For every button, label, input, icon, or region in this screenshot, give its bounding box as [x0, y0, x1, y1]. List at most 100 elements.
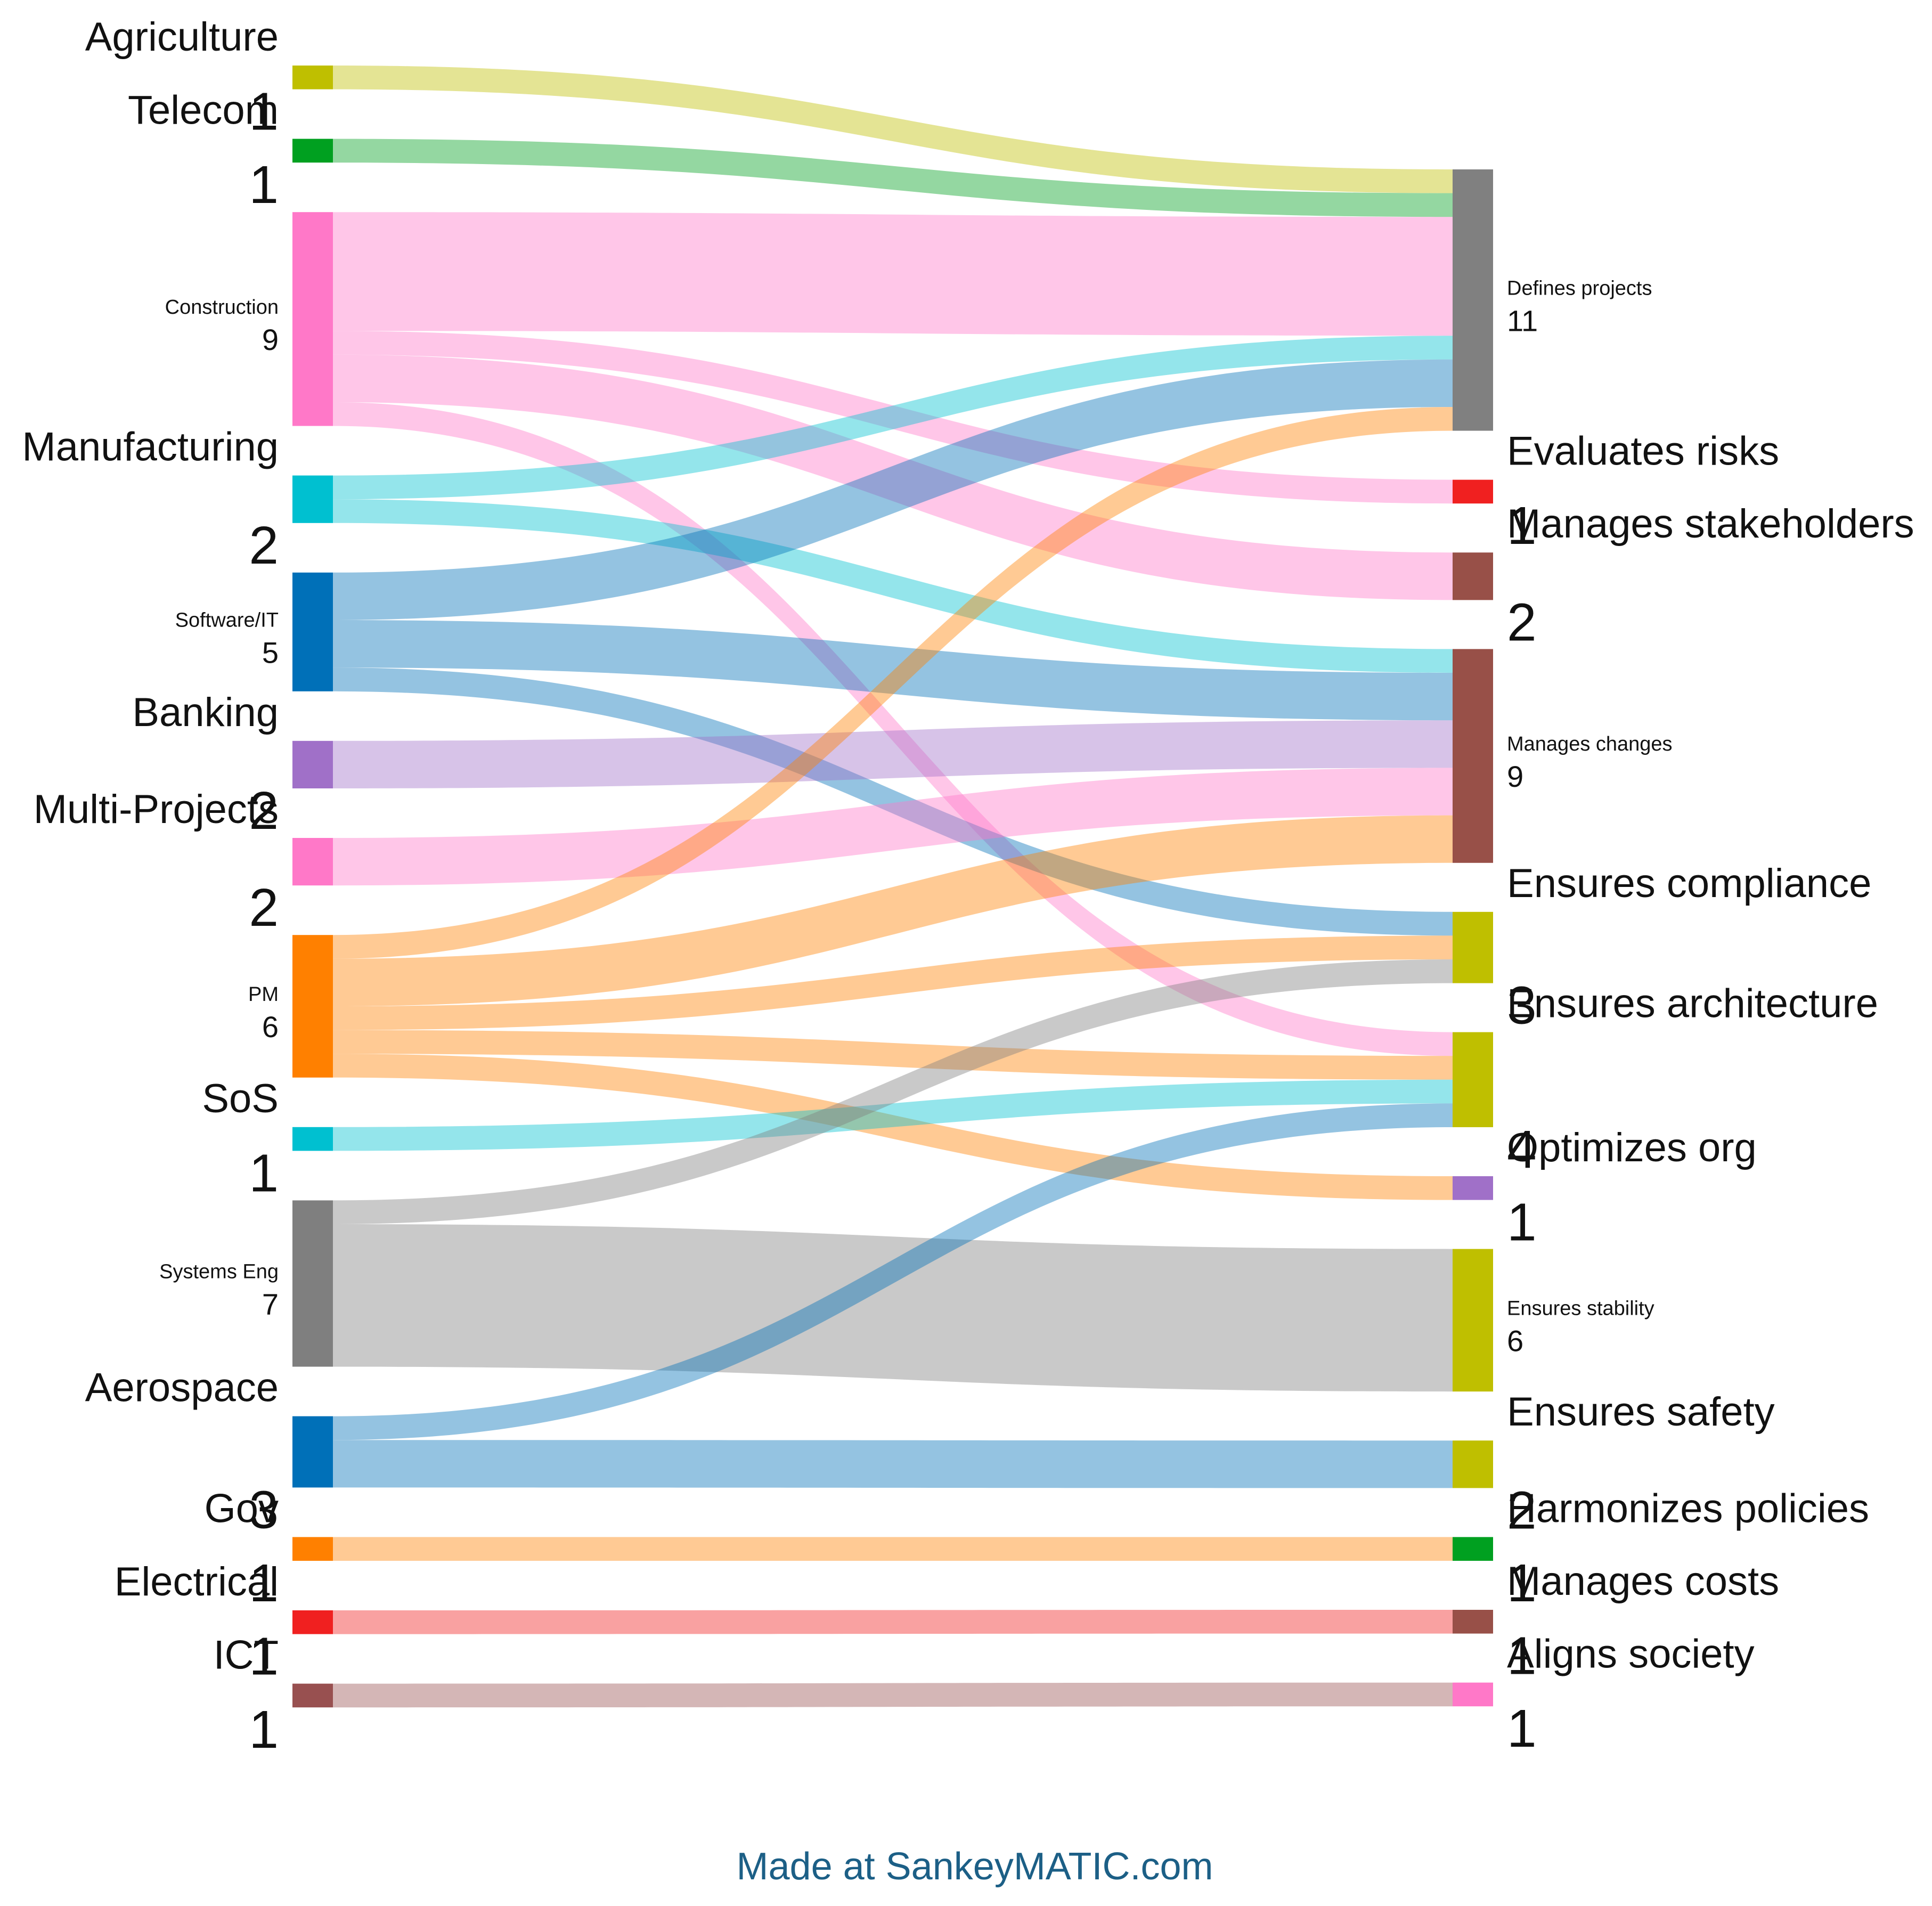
node-gov[interactable]: [292, 1537, 333, 1561]
node-electrical[interactable]: [292, 1610, 333, 1634]
flow-construction-to-defines-projects[interactable]: [333, 212, 1453, 336]
value-software-it: 5: [262, 636, 279, 669]
label-ensures-safety: Ensures safety: [1507, 1389, 1775, 1435]
label-systems-eng: Systems Eng: [159, 1261, 279, 1283]
flow-aerospace-to-ensures-architecture[interactable]: [333, 1103, 1453, 1440]
flow-layer: [333, 66, 1453, 1708]
value-ensures-compliance: 3: [1507, 976, 1537, 1036]
flow-pm-to-ensures-architecture[interactable]: [333, 1030, 1453, 1080]
flow-electrical-to-manages-costs[interactable]: [333, 1610, 1453, 1634]
label-agriculture: Agriculture: [85, 14, 279, 60]
node-ict[interactable]: [292, 1683, 333, 1708]
label-manages-costs: Manages costs: [1507, 1559, 1779, 1604]
node-ensures-stability[interactable]: [1453, 1249, 1493, 1392]
node-manages-stakeholders[interactable]: [1453, 552, 1493, 600]
label-construction: Construction: [165, 296, 279, 319]
flow-systems-eng-to-ensures-stability[interactable]: [333, 1224, 1453, 1392]
node-manages-changes[interactable]: [1453, 649, 1493, 863]
flow-software-it-to-defines-projects[interactable]: [333, 359, 1453, 620]
value-banking: 2: [249, 781, 279, 841]
label-software-it: Software/IT: [175, 609, 279, 631]
label-multi-projects: Multi-Projects: [34, 787, 279, 832]
node-aligns-society[interactable]: [1453, 1682, 1493, 1707]
value-ict: 1: [249, 1700, 279, 1760]
label-harmonizes-policies: Harmonizes policies: [1507, 1486, 1869, 1531]
label-defines-projects: Defines projects: [1507, 277, 1652, 299]
value-aerospace: 3: [249, 1480, 279, 1540]
node-ensures-compliance[interactable]: [1453, 911, 1493, 983]
node-systems-eng[interactable]: [292, 1200, 333, 1367]
value-gov: 1: [249, 1553, 279, 1613]
flow-multi-projects-to-manages-changes[interactable]: [333, 768, 1453, 886]
label-gov: Gov: [205, 1486, 279, 1531]
node-multi-projects[interactable]: [292, 838, 333, 886]
flow-aerospace-to-ensures-safety[interactable]: [333, 1440, 1453, 1488]
flow-construction-to-evaluates-risks[interactable]: [333, 331, 1453, 504]
flow-pm-to-optimizes-org[interactable]: [333, 1054, 1453, 1200]
flow-pm-to-defines-projects[interactable]: [333, 407, 1453, 959]
value-agriculture: 1: [249, 82, 279, 142]
node-ensures-safety[interactable]: [1453, 1440, 1493, 1488]
value-systems-eng: 7: [262, 1288, 279, 1321]
node-layer: [292, 66, 1493, 1708]
flow-agriculture-to-defines-projects[interactable]: [333, 66, 1453, 193]
label-banking: Banking: [132, 690, 279, 735]
value-electrical: 1: [249, 1627, 279, 1687]
flow-ict-to-aligns-society[interactable]: [333, 1682, 1453, 1708]
node-construction[interactable]: [292, 212, 333, 426]
node-agriculture[interactable]: [292, 66, 333, 89]
node-harmonizes-policies[interactable]: [1453, 1537, 1493, 1561]
node-aerospace[interactable]: [292, 1416, 333, 1488]
node-optimizes-org[interactable]: [1453, 1176, 1493, 1200]
credit-text[interactable]: Made at SankeyMATIC.com: [737, 1845, 1213, 1888]
label-aerospace: Aerospace: [85, 1365, 279, 1411]
value-aligns-society: 1: [1507, 1699, 1537, 1758]
label-layer: Agriculture1Telecom1Construction9Manufac…: [22, 14, 1914, 1760]
flow-systems-eng-to-ensures-compliance[interactable]: [333, 959, 1453, 1224]
node-ensures-architecture[interactable]: [1453, 1032, 1493, 1127]
node-pm[interactable]: [292, 935, 333, 1078]
value-ensures-safety: 2: [1507, 1480, 1537, 1540]
label-optimizes-org: Optimizes org: [1507, 1125, 1757, 1170]
flow-software-it-to-manages-changes[interactable]: [333, 620, 1453, 721]
label-electrical: Electrical: [115, 1559, 279, 1604]
node-software-it[interactable]: [292, 572, 333, 691]
flow-construction-to-manages-stakeholders[interactable]: [333, 354, 1453, 600]
flow-pm-to-ensures-compliance[interactable]: [333, 935, 1453, 1030]
label-sos: SoS: [202, 1076, 279, 1121]
value-harmonizes-policies: 1: [1507, 1553, 1537, 1613]
value-telecom: 1: [249, 155, 279, 215]
node-sos[interactable]: [292, 1127, 333, 1151]
node-manufacturing[interactable]: [292, 475, 333, 523]
node-manages-costs[interactable]: [1453, 1610, 1493, 1634]
label-ensures-stability: Ensures stability: [1507, 1297, 1654, 1319]
flow-manufacturing-to-defines-projects[interactable]: [333, 336, 1453, 500]
flow-banking-to-manages-changes[interactable]: [333, 720, 1453, 788]
node-telecom[interactable]: [292, 139, 333, 163]
flow-construction-to-ensures-architecture[interactable]: [333, 402, 1453, 1056]
label-ict: ICT: [214, 1633, 279, 1678]
value-construction: 9: [262, 323, 279, 356]
flow-software-it-to-ensures-compliance[interactable]: [333, 667, 1453, 936]
node-evaluates-risks[interactable]: [1453, 479, 1493, 504]
flow-telecom-to-defines-projects[interactable]: [333, 139, 1453, 217]
value-manufacturing: 2: [249, 516, 279, 575]
label-ensures-architecture: Ensures architecture: [1507, 981, 1878, 1027]
value-ensures-architecture: 4: [1507, 1120, 1537, 1179]
label-aligns-society: Aligns society: [1507, 1632, 1755, 1677]
node-banking[interactable]: [292, 740, 333, 788]
flow-gov-to-harmonizes-policies[interactable]: [333, 1537, 1453, 1561]
value-manages-stakeholders: 2: [1507, 592, 1537, 652]
flow-pm-to-manages-changes[interactable]: [333, 815, 1453, 1006]
label-pm: PM: [248, 983, 279, 1006]
label-manages-changes: Manages changes: [1507, 733, 1673, 755]
value-optimizes-org: 1: [1507, 1193, 1537, 1252]
flow-sos-to-ensures-architecture[interactable]: [333, 1079, 1453, 1151]
label-evaluates-risks: Evaluates risks: [1507, 429, 1779, 474]
label-manufacturing: Manufacturing: [22, 425, 279, 470]
node-defines-projects[interactable]: [1453, 169, 1493, 431]
value-evaluates-risks: 1: [1507, 496, 1537, 556]
flow-manufacturing-to-manages-changes[interactable]: [333, 499, 1453, 673]
label-manages-stakeholders: Manages stakeholders: [1507, 501, 1914, 547]
